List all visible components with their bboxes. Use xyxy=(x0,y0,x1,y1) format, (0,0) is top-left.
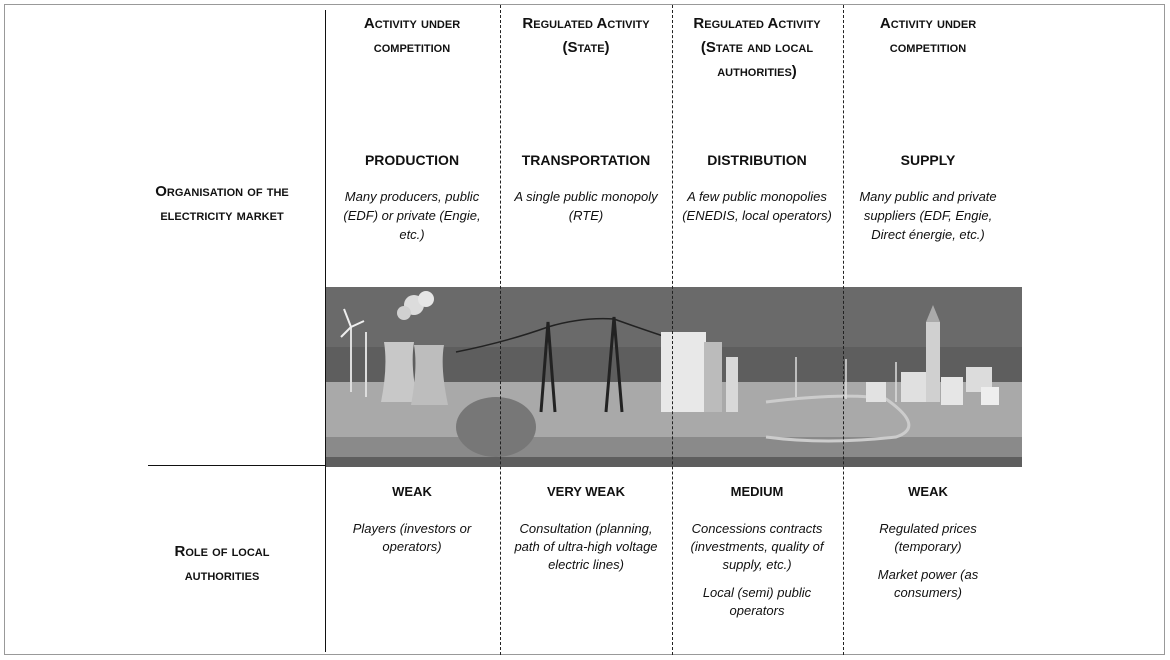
solid-divider xyxy=(325,10,326,652)
dashed-divider xyxy=(843,5,844,655)
role-text: Regulated prices (temporary) Market power… xyxy=(848,520,1008,612)
role-level: WEAK xyxy=(392,484,432,499)
dashed-divider xyxy=(500,5,501,655)
role-paragraph: Regulated prices (temporary) xyxy=(879,521,977,554)
role-paragraph: Players (investors or operators) xyxy=(352,521,472,554)
role-text: Players (investors or operators) xyxy=(332,520,492,566)
organisation-text: Many producers, public (EDF) or private … xyxy=(343,189,481,242)
role-paragraph: Consultation (planning, path of ultra-hi… xyxy=(514,521,658,572)
organisation-text: A single public monopoly (RTE) xyxy=(514,189,658,223)
row-label: Role of local authorities xyxy=(174,543,270,584)
column-header: Activity under competition xyxy=(879,15,977,56)
organisation-text: Many public and private suppliers (EDF, … xyxy=(859,189,997,242)
role-text: Concessions contracts (investments, qual… xyxy=(677,520,837,630)
row-divider xyxy=(148,465,325,466)
role-paragraph: Market power (as consumers) xyxy=(877,567,979,600)
sector-name: PRODUCTION xyxy=(364,152,460,168)
role-level: WEAK xyxy=(908,484,948,499)
role-level: VERY WEAK xyxy=(546,484,625,499)
illustration xyxy=(326,287,1022,467)
role-level: MEDIUM xyxy=(730,484,784,499)
column-header: Activity under competition xyxy=(363,15,461,56)
column-header: Regulated Activity (State) xyxy=(522,15,650,56)
sector-name: DISTRIBUTION xyxy=(707,152,807,168)
sector-name: SUPPLY xyxy=(900,152,956,168)
organisation-text: A few public monopolies (ENEDIS, local o… xyxy=(682,189,832,223)
role-text: Consultation (planning, path of ultra-hi… xyxy=(506,520,666,584)
frame xyxy=(4,4,1165,655)
row-label: Organisation of the electricity market xyxy=(155,183,289,224)
column-header: Regulated Activity (State and local auth… xyxy=(693,15,821,80)
sector-name: TRANSPORTATION xyxy=(521,152,651,168)
dashed-divider xyxy=(672,5,673,655)
role-paragraph: Concessions contracts (investments, qual… xyxy=(690,521,824,572)
role-paragraph: Local (semi) public operators xyxy=(702,585,812,618)
